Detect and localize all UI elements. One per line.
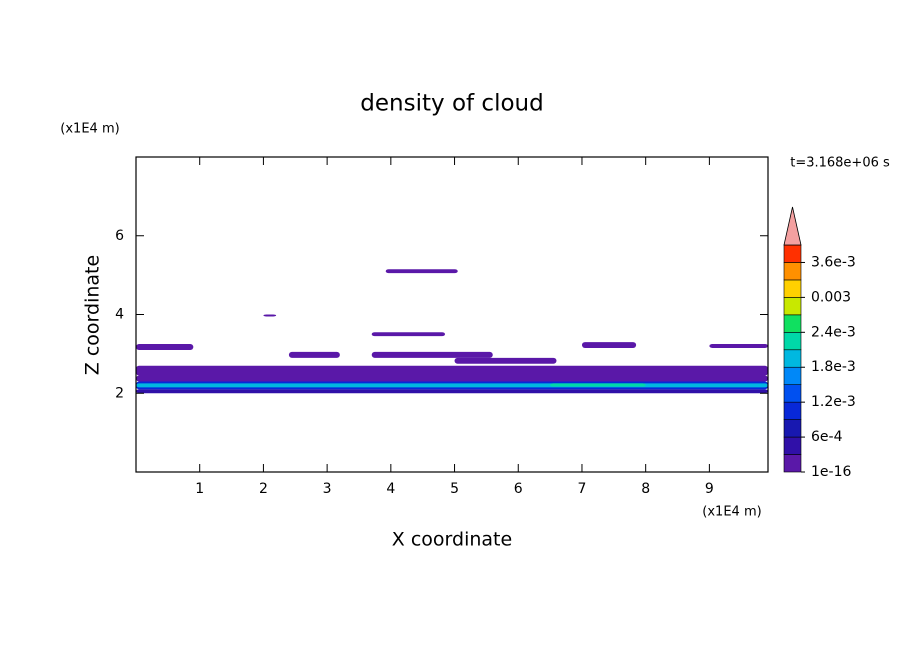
contour-region bbox=[371, 332, 445, 337]
colorbar-box bbox=[783, 262, 802, 281]
colorbar-tick-label: 1e-16 bbox=[811, 464, 851, 480]
colorbar-box bbox=[783, 332, 802, 351]
x-tick-label: 3 bbox=[323, 481, 332, 497]
colorbar-box bbox=[783, 384, 802, 403]
contour-region bbox=[371, 351, 493, 358]
chart-title: density of cloud bbox=[360, 91, 543, 117]
colorbar-tick-label: 0.003 bbox=[811, 289, 851, 305]
colorbar-box bbox=[783, 436, 802, 455]
colorbar-box bbox=[783, 297, 802, 316]
contour-region bbox=[136, 365, 768, 376]
y-tick-label: 4 bbox=[115, 307, 124, 323]
contour-region bbox=[288, 351, 340, 358]
colorbar-tick-label: 1.8e-3 bbox=[811, 359, 856, 375]
colorbar-over bbox=[783, 206, 802, 246]
contour-region bbox=[385, 269, 458, 274]
time-label: t=3.168e+06 s bbox=[790, 156, 890, 171]
contour-region bbox=[550, 383, 646, 387]
contour-region bbox=[454, 357, 557, 364]
x-axis-label: X coordinate bbox=[392, 529, 512, 551]
x-tick-label: 1 bbox=[195, 481, 204, 497]
colorbar-box bbox=[783, 366, 802, 385]
contour-regions bbox=[136, 269, 768, 394]
colorbar-tick-label: 3.6e-3 bbox=[811, 254, 856, 270]
colorbar-tick-label: 6e-4 bbox=[811, 429, 843, 445]
y-tick-label: 2 bbox=[115, 385, 124, 401]
contour-region bbox=[136, 344, 194, 350]
x-tick-label: 9 bbox=[705, 481, 714, 497]
colorbar-tick-label: 1.2e-3 bbox=[811, 394, 856, 410]
colorbar-box bbox=[783, 244, 802, 263]
contour-region bbox=[136, 383, 768, 388]
y-unit: (x1E4 m) bbox=[60, 122, 119, 137]
y-tick-label: 6 bbox=[115, 228, 124, 244]
colorbar-box bbox=[783, 419, 802, 438]
colorbar-box bbox=[783, 454, 802, 473]
x-tick-label: 7 bbox=[578, 481, 587, 497]
contour-region bbox=[136, 389, 768, 394]
x-tick-label: 2 bbox=[259, 481, 268, 497]
colorbar-box bbox=[783, 279, 802, 298]
contour-region bbox=[136, 375, 768, 382]
contour-region bbox=[263, 314, 277, 317]
contour-region bbox=[581, 342, 637, 348]
colorbar-tick-label: 2.4e-3 bbox=[811, 324, 856, 340]
y-axis-label: Z coordinate bbox=[82, 255, 104, 375]
x-tick-label: 4 bbox=[386, 481, 395, 497]
x-unit: (x1E4 m) bbox=[702, 505, 761, 520]
colorbar-box bbox=[783, 401, 802, 420]
axes: 1 2 3 4 5 6 7 8 9 2 4 6 bbox=[115, 156, 769, 497]
plot-frame bbox=[135, 156, 769, 473]
x-tick-label: 5 bbox=[450, 481, 459, 497]
contour-region bbox=[709, 344, 768, 348]
colorbar-box bbox=[783, 314, 802, 333]
colorbar-box bbox=[783, 349, 802, 368]
x-tick-label: 8 bbox=[641, 481, 650, 497]
x-tick-label: 6 bbox=[514, 481, 523, 497]
